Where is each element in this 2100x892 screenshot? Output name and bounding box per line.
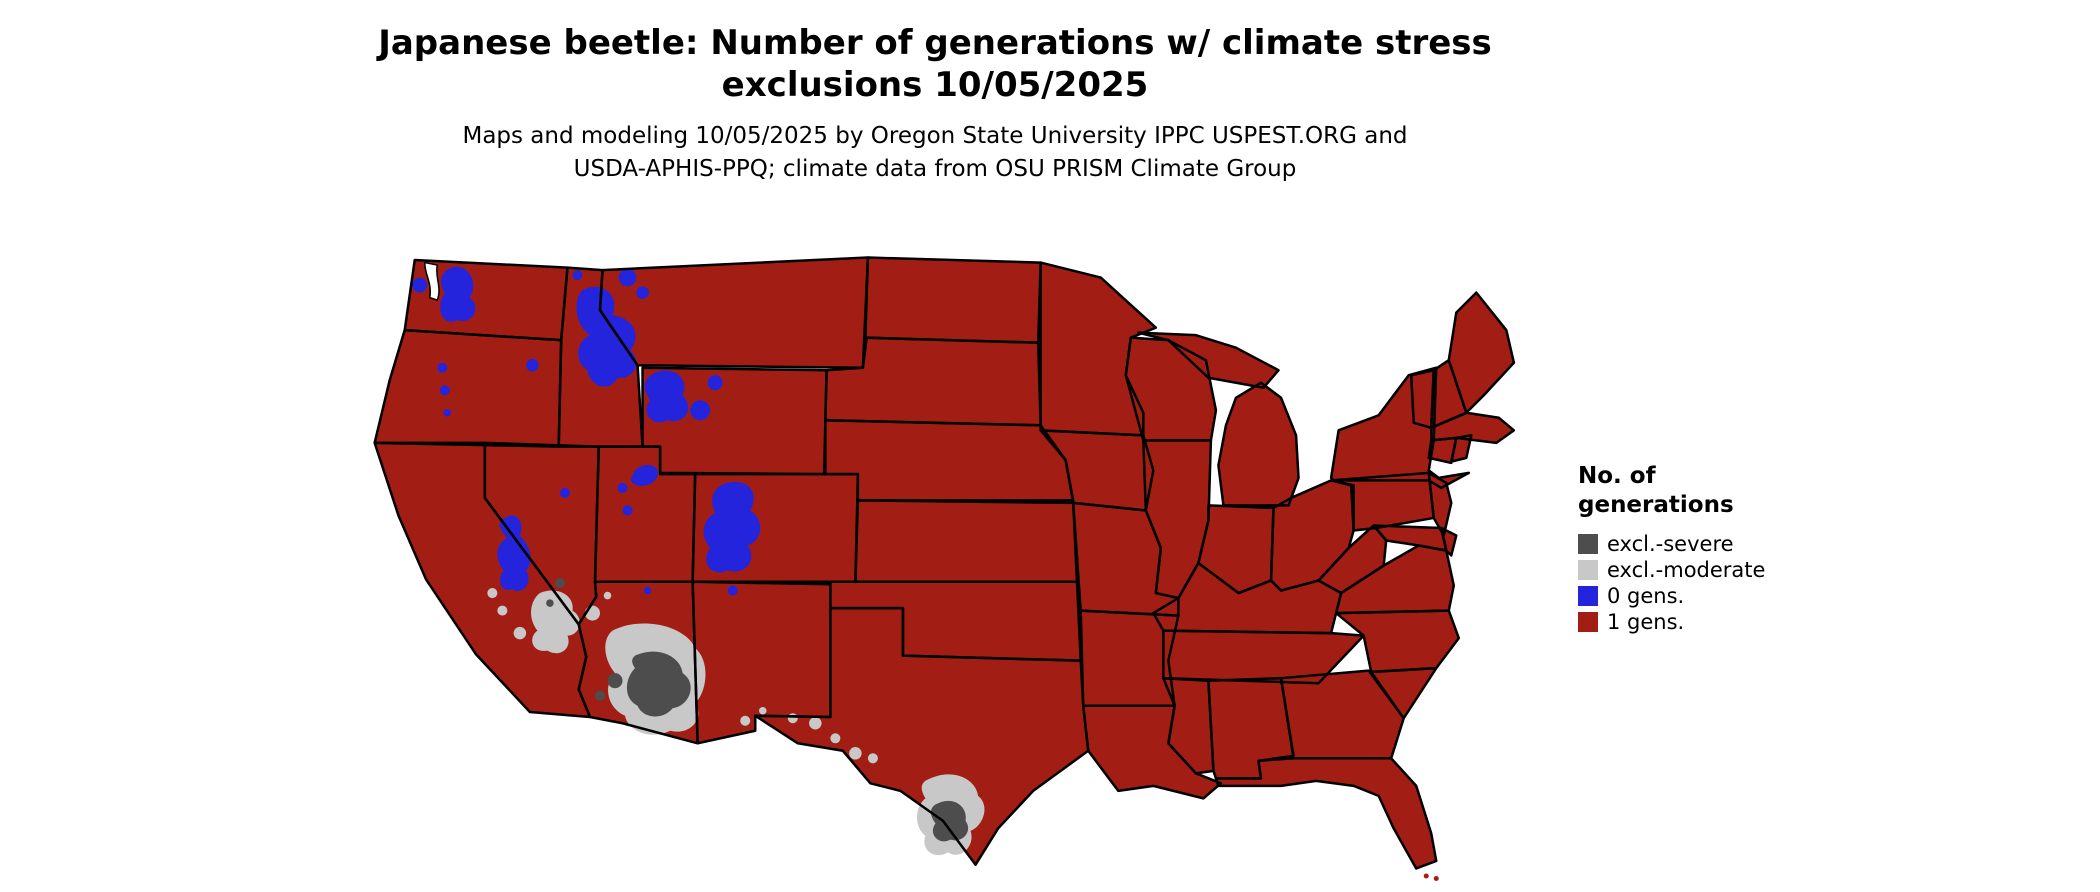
- florida-keys: [1423, 873, 1439, 881]
- state-nebraska: [824, 419, 1075, 502]
- moderate-zone-spot: [809, 716, 822, 730]
- zero-zone-spot: [572, 270, 583, 281]
- zero-zone-spot: [526, 358, 539, 372]
- moderate-zone-spot: [849, 747, 862, 760]
- moderate-zone-spot: [830, 733, 841, 744]
- moderate-zone-spot: [603, 591, 612, 600]
- severe-zone-spot: [546, 599, 554, 607]
- zero-zone-spot: [727, 585, 738, 596]
- zero-zone-spot: [617, 482, 628, 493]
- legend-label-excl-severe: excl.-severe: [1607, 532, 1734, 556]
- legend-label-0-gens: 0 gens.: [1607, 584, 1685, 608]
- legend-label-1-gens: 1 gens.: [1607, 610, 1685, 634]
- moderate-zone-spot: [758, 706, 767, 715]
- legend-item-excl-severe: excl.-severe: [1578, 532, 1765, 556]
- zero-zone-spot: [618, 268, 637, 287]
- legend-item-excl-moderate: excl.-moderate: [1578, 558, 1766, 582]
- page-subtitle-line2: USDA-APHIS-PPQ; climate data from OSU PR…: [573, 156, 1297, 182]
- moderate-zone-mojave: [531, 590, 580, 654]
- state-montana: [599, 256, 869, 369]
- page-title-line2: exclusions 10/05/2025: [721, 65, 1149, 105]
- severe-zone-spot: [554, 578, 565, 589]
- legend-swatch-0-gens: [1578, 586, 1598, 606]
- severe-zone-spot: [607, 673, 623, 689]
- zero-zone-spot: [559, 487, 570, 498]
- us-map: [373, 256, 1516, 881]
- zero-zone-spot: [622, 505, 633, 516]
- legend-item-1-gens: 1 gens.: [1578, 610, 1765, 634]
- zero-zone-idaho-rockies: [576, 286, 637, 387]
- keys-spot: [1433, 875, 1439, 881]
- legend-title-line1: No. of: [1578, 463, 1656, 489]
- legend-swatch-1-gens: [1578, 612, 1598, 632]
- moderate-zone-spot: [740, 715, 751, 726]
- severe-zone-arizona: [626, 651, 691, 717]
- zero-generations-layer: [412, 266, 761, 596]
- legend-title: No. of generations: [1578, 462, 1765, 520]
- severe-zone-spot: [594, 690, 606, 701]
- zero-zone-cascades: [440, 266, 476, 322]
- moderate-zone-spot: [867, 753, 878, 764]
- page-title-line1: Japanese beetle: Number of generations w…: [378, 23, 1492, 63]
- zero-zone-spot: [443, 409, 452, 417]
- moderate-zone-spot: [487, 588, 498, 599]
- state-oregon: [373, 329, 563, 448]
- moderate-zone-spot: [787, 713, 798, 724]
- state-kansas: [854, 499, 1078, 583]
- zero-zone-spot: [437, 362, 448, 373]
- severe-zone-south-texas: [930, 800, 969, 842]
- exclusion-severe-layer: [546, 578, 969, 842]
- legend-swatch-excl-moderate: [1578, 560, 1598, 580]
- page-subtitle-line1: Maps and modeling 10/05/2025 by Oregon S…: [462, 123, 1408, 149]
- moderate-zone-spot: [497, 605, 508, 616]
- legend-label-excl-moderate: excl.-moderate: [1607, 558, 1766, 582]
- page-subtitle: Maps and modeling 10/05/2025 by Oregon S…: [0, 120, 1870, 186]
- zero-zone-uinta: [631, 464, 658, 486]
- zero-zone-yellowstone: [644, 370, 689, 423]
- zero-zone-spot: [439, 385, 450, 396]
- legend-title-line2: generations: [1578, 492, 1734, 518]
- legend-swatch-excl-severe: [1578, 534, 1598, 554]
- zero-zone-colorado-rockies: [703, 481, 761, 573]
- zero-zone-spot: [412, 277, 428, 293]
- zero-zone-spot: [636, 286, 649, 299]
- zero-zone-spot: [707, 375, 723, 391]
- state-michigan-lower: [1217, 381, 1300, 507]
- moderate-zone-spot: [513, 626, 527, 640]
- page-title: Japanese beetle: Number of generations w…: [0, 22, 1870, 106]
- legend-item-0-gens: 0 gens.: [1578, 584, 1765, 608]
- map-legend: No. of generations excl.-severe excl.-mo…: [1578, 462, 1765, 638]
- zero-zone-spot: [690, 400, 711, 421]
- zero-zone-spot: [643, 586, 652, 595]
- puget-sound-inlet: [423, 261, 440, 302]
- keys-spot: [1423, 873, 1429, 879]
- state-north-dakota: [864, 256, 1042, 344]
- zero-zone-sierra-nevada: [497, 515, 531, 591]
